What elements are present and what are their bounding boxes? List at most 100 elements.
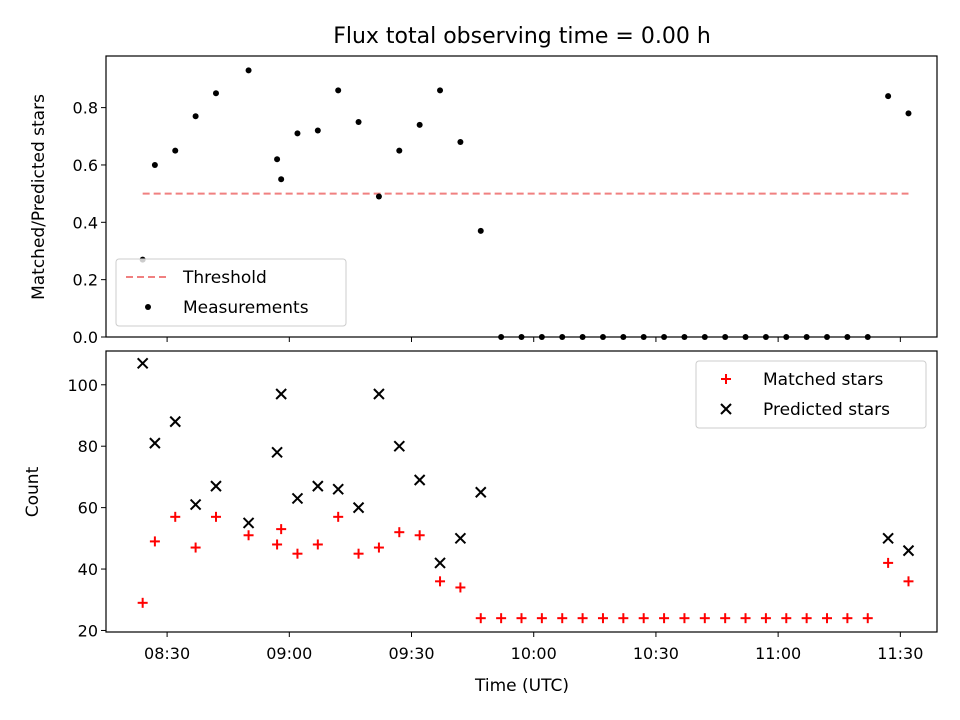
matched-star-point (577, 613, 588, 624)
predicted-star-point-b (434, 557, 446, 569)
predicted-star-point (454, 532, 467, 545)
matched-star-point (455, 582, 466, 593)
matched-star-point (190, 542, 201, 553)
bottom-panel-marks (136, 357, 915, 624)
bottom-panel-ticks: 20 40 60 80 100 08:30 09:00 09:30 10:00 10:30 11:0… (67, 376, 923, 663)
legend-predicted-label: Predicted stars (763, 400, 890, 420)
predicted-star-point-b (352, 501, 365, 514)
measurement-point (905, 110, 912, 117)
predicted-star-point-b (373, 388, 385, 400)
matched-star-point (137, 597, 148, 608)
predicted-star-point-b (312, 480, 324, 492)
top-y-tick-label: 0.2 (73, 271, 98, 290)
predicted-star-point (136, 357, 149, 369)
predicted-star-point (189, 498, 202, 511)
measurement-point (212, 90, 219, 97)
predicted-star-point-b (882, 532, 894, 545)
bottom-y-tick-label: 20 (78, 621, 98, 640)
predicted-star-point-b (271, 446, 283, 459)
bottom-y-tick-label: 40 (78, 560, 98, 579)
measurement-point (245, 67, 252, 74)
measurement-point (457, 139, 464, 146)
measurement-point (278, 176, 285, 183)
predicted-star-point-b (275, 388, 287, 400)
top-panel-frame (105, 55, 938, 338)
matched-star-point (414, 530, 425, 541)
predicted-star-point-b (332, 483, 344, 495)
predicted-star-point-b (393, 440, 406, 452)
measurement-point (335, 87, 342, 94)
matched-star-point (801, 613, 812, 624)
matched-star-point (210, 511, 221, 522)
legend-measurements-swatch (145, 304, 151, 310)
predicted-star-point-b (291, 492, 304, 505)
bottom-panel: 20 40 60 80 100 08:30 09:00 09:30 10:00 10:30 11:0… (23, 350, 938, 696)
matched-star-point (679, 613, 690, 624)
x-tick-label: 10:00 (511, 644, 557, 663)
predicted-star-point-b (902, 544, 915, 557)
predicted-star-point (434, 557, 446, 569)
matched-star-point (435, 576, 446, 587)
matched-star-point (496, 613, 507, 624)
bottom-y-tick-label: 100 (67, 376, 98, 395)
predicted-star-point (169, 415, 181, 428)
matched-star-point (292, 548, 303, 559)
predicted-star-point-b (136, 357, 149, 369)
top-y-tick-label: 0.6 (73, 156, 98, 175)
x-tick-label: 09:30 (388, 644, 434, 663)
matched-star-point (618, 613, 629, 624)
matched-star-point (903, 576, 914, 587)
measurement-point (396, 147, 403, 154)
matched-star-point (149, 536, 160, 547)
matched-star-point (720, 613, 731, 624)
predicted-star-point-b (210, 480, 222, 492)
predicted-star-point (271, 446, 283, 459)
predicted-star-point (475, 486, 487, 498)
predicted-star-point (373, 388, 385, 400)
measurement-point (151, 161, 158, 168)
matched-star-point (781, 613, 792, 624)
x-tick-label: 08:30 (144, 644, 190, 663)
matched-star-point (862, 613, 873, 624)
matched-star-point (597, 613, 608, 624)
legend-measurements-label: Measurements (183, 298, 309, 318)
top-panel-ticks: 0.0 0.2 0.4 0.6 0.8 (73, 99, 901, 347)
predicted-star-point (902, 544, 915, 557)
bottom-y-tick-label: 80 (78, 437, 98, 456)
predicted-star-point (882, 532, 894, 545)
predicted-star-point (242, 517, 255, 529)
legend-threshold-label: Threshold (182, 268, 267, 288)
x-tick-label: 11:00 (755, 644, 801, 663)
predicted-star-point (413, 474, 426, 486)
matched-star-point (638, 613, 649, 624)
predicted-star-point-b (149, 437, 161, 449)
top-legend: Threshold Measurements (115, 258, 347, 327)
matched-star-point (822, 613, 833, 624)
x-tick-label: 10:30 (633, 644, 679, 663)
matched-star-point (760, 613, 771, 624)
legend-matched-label: Matched stars (763, 370, 883, 390)
matched-star-point (475, 613, 486, 624)
top-legend-frame (115, 258, 347, 327)
legend-x-mark-b (720, 403, 732, 415)
predicted-star-point-b (413, 474, 426, 486)
bottom-panel-frame (105, 350, 938, 633)
predicted-star-point (149, 437, 161, 449)
bottom-y-axis-label: Count (23, 466, 43, 517)
top-y-tick-label: 0.8 (73, 99, 98, 118)
matched-star-point (276, 524, 287, 535)
measurement-point (355, 118, 362, 125)
matched-star-point (883, 557, 894, 568)
predicted-star-point-b (242, 517, 255, 529)
matched-star-point (353, 548, 364, 559)
x-tick-label: 11:30 (877, 644, 923, 663)
top-y-axis-label: Matched/Predicted stars (29, 94, 49, 300)
legend-matched-swatch (721, 374, 731, 384)
matched-star-point (557, 613, 568, 624)
measurement-point (192, 113, 199, 120)
predicted-star-point (352, 501, 365, 514)
bottom-y-tick-label: 60 (78, 499, 98, 518)
measurement-point (274, 156, 281, 163)
x-axis-label: Time (UTC) (474, 676, 569, 696)
